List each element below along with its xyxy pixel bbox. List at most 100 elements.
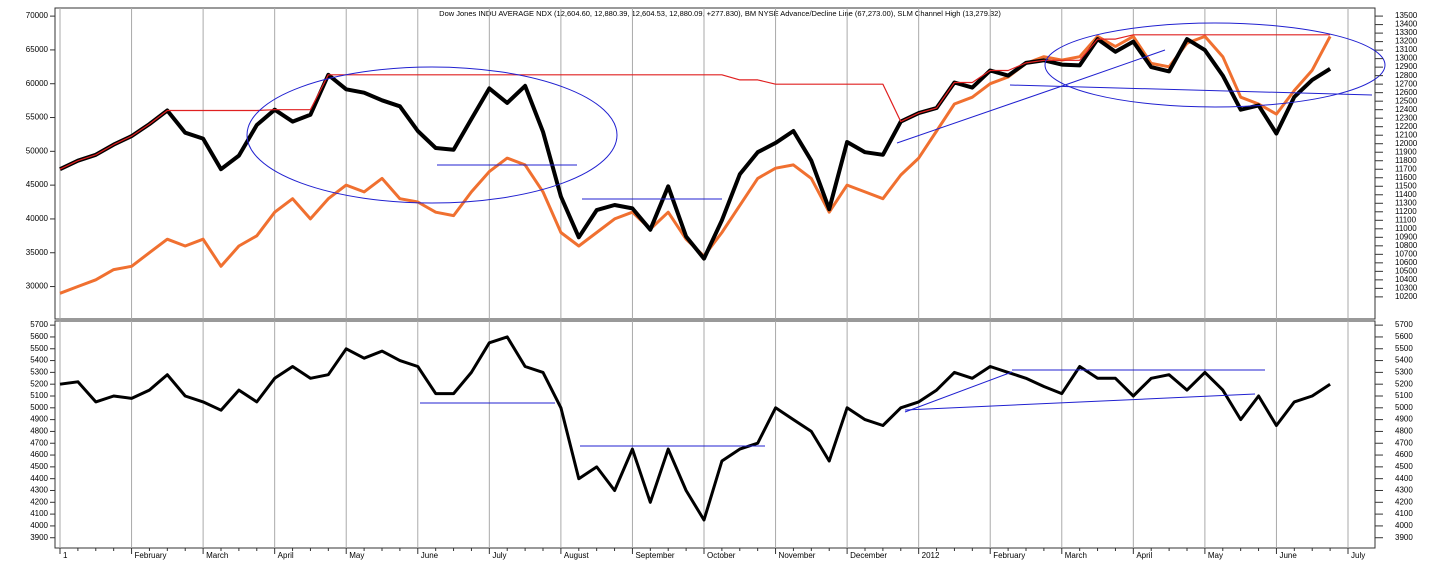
y-tick-label: 12200 xyxy=(1395,122,1418,131)
y-tick-label: 11200 xyxy=(1395,207,1417,216)
trend-line xyxy=(904,371,1013,413)
series-line xyxy=(59,335,1331,522)
y-tick-label: 4100 xyxy=(1395,509,1413,518)
y-tick-label: 12900 xyxy=(1395,62,1418,71)
series-line xyxy=(59,34,1331,170)
y-tick-label: 11100 xyxy=(1395,215,1417,224)
y-tick-label: 4700 xyxy=(1395,438,1413,447)
y-tick-label: 5600 xyxy=(30,332,48,341)
y-tick-label: 10700 xyxy=(1395,249,1418,258)
y-tick-label: 11800 xyxy=(1395,156,1417,165)
top-panel xyxy=(54,7,1376,320)
trend-line xyxy=(1009,84,1373,96)
y-tick-label: 4400 xyxy=(30,474,48,483)
y-tick-label: 5500 xyxy=(30,344,48,353)
y-tick-label: 4800 xyxy=(30,427,48,436)
y-tick-label: 5300 xyxy=(1395,367,1413,376)
y-tick-label: 12500 xyxy=(1395,96,1418,105)
marks xyxy=(59,8,1349,548)
trend-line xyxy=(1064,49,1166,86)
y-tick-label: 11000 xyxy=(1395,224,1417,233)
y-tick-label: 4600 xyxy=(30,450,48,459)
x-tick-label: September xyxy=(635,551,674,560)
y-tick-label: 70000 xyxy=(26,11,49,20)
y-tick-label: 10600 xyxy=(1395,258,1418,267)
annotations xyxy=(246,22,1386,447)
y-tick-label: 10900 xyxy=(1395,232,1418,241)
y-tick-label: 5100 xyxy=(1395,391,1413,400)
x-tick-label: 1 xyxy=(63,551,68,560)
y-tick-label: 11700 xyxy=(1395,164,1417,173)
x-tick-label: November xyxy=(779,551,816,560)
y-tick-label: 4700 xyxy=(30,438,48,447)
x-tick-label: June xyxy=(421,551,439,560)
series-line xyxy=(59,37,1332,261)
y-tick-label: 13300 xyxy=(1395,28,1418,37)
y-tick-label: 11400 xyxy=(1395,190,1417,199)
y-tick-label: 11600 xyxy=(1395,173,1417,182)
y-tick-label: 4000 xyxy=(1395,521,1413,530)
y-tick-label: 50000 xyxy=(26,146,49,155)
y-tick-label: 10400 xyxy=(1395,275,1418,284)
x-tick-label: April xyxy=(278,551,294,560)
y-tick-label: 4300 xyxy=(30,486,48,495)
ellipse xyxy=(1044,22,1386,108)
x-tick-label: April xyxy=(1136,551,1152,560)
y-tick-label: 12100 xyxy=(1395,130,1418,139)
y-tick-label: 13200 xyxy=(1395,37,1418,46)
y-tick-label: 35000 xyxy=(26,248,49,257)
y-tick-label: 5200 xyxy=(30,379,48,388)
y-tick-label: 13000 xyxy=(1395,54,1418,63)
y-tick-label: 5100 xyxy=(30,391,48,400)
x-tick-label: March xyxy=(206,551,228,560)
y-tick-label: 4500 xyxy=(30,462,48,471)
y-tick-label: 4300 xyxy=(1395,486,1413,495)
x-tick-label: May xyxy=(349,551,364,560)
y-tick-label: 5300 xyxy=(30,367,48,376)
y-tick-label: 5600 xyxy=(1395,332,1413,341)
y-tick-label: 4600 xyxy=(1395,450,1413,459)
x-tick-label: June xyxy=(1279,551,1297,560)
y-tick-label: 12000 xyxy=(1395,139,1418,148)
y-tick-label: 5400 xyxy=(1395,356,1413,365)
y-tick-label: 12300 xyxy=(1395,113,1418,122)
y-tick-label: 12700 xyxy=(1395,79,1418,88)
y-tick-label: 5000 xyxy=(1395,403,1413,412)
y-tick-label: 4800 xyxy=(1395,427,1413,436)
chart-title: Dow Jones INDU AVERAGE NDX (12,604.60, 1… xyxy=(439,9,1001,18)
y-tick-label: 11900 xyxy=(1395,147,1417,156)
x-tick-label: March xyxy=(1065,551,1087,560)
y-tick-label: 40000 xyxy=(26,214,49,223)
y-tick-label: 55000 xyxy=(26,113,49,122)
y-tick-label: 5500 xyxy=(1395,344,1413,353)
bottom-panel xyxy=(54,320,1376,549)
y-tick-label: 11300 xyxy=(1395,198,1417,207)
y-tick-label: 4500 xyxy=(1395,462,1413,471)
y-tick-label: 45000 xyxy=(26,180,49,189)
y-tick-label: 13500 xyxy=(1395,11,1418,20)
y-tick-label: 13100 xyxy=(1395,45,1418,54)
y-tick-label: 4900 xyxy=(1395,415,1413,424)
y-tick-label: 13400 xyxy=(1395,20,1418,29)
x-tick-label: May xyxy=(1208,551,1223,560)
y-tick-label: 4100 xyxy=(30,509,48,518)
y-tick-label: 30000 xyxy=(26,282,49,291)
y-tick-label: 4000 xyxy=(30,521,48,530)
trend-line xyxy=(904,393,1256,411)
y-tick-label: 3900 xyxy=(1395,533,1413,542)
x-tick-label: August xyxy=(564,551,590,560)
x-tick-label: December xyxy=(850,551,887,560)
y-tick-label: 12600 xyxy=(1395,88,1418,97)
y-tick-label: 10200 xyxy=(1395,292,1418,301)
x-tick-label: February xyxy=(135,551,167,560)
y-tick-label: 10300 xyxy=(1395,283,1418,292)
y-tick-label: 4900 xyxy=(30,415,48,424)
x-tick-label: July xyxy=(1351,551,1365,560)
y-tick-label: 12400 xyxy=(1395,105,1418,114)
y-tick-label: 12800 xyxy=(1395,71,1418,80)
x-tick-label: October xyxy=(707,551,736,560)
x-tick-label: 2012 xyxy=(922,551,940,560)
x-tick-label: July xyxy=(492,551,506,560)
